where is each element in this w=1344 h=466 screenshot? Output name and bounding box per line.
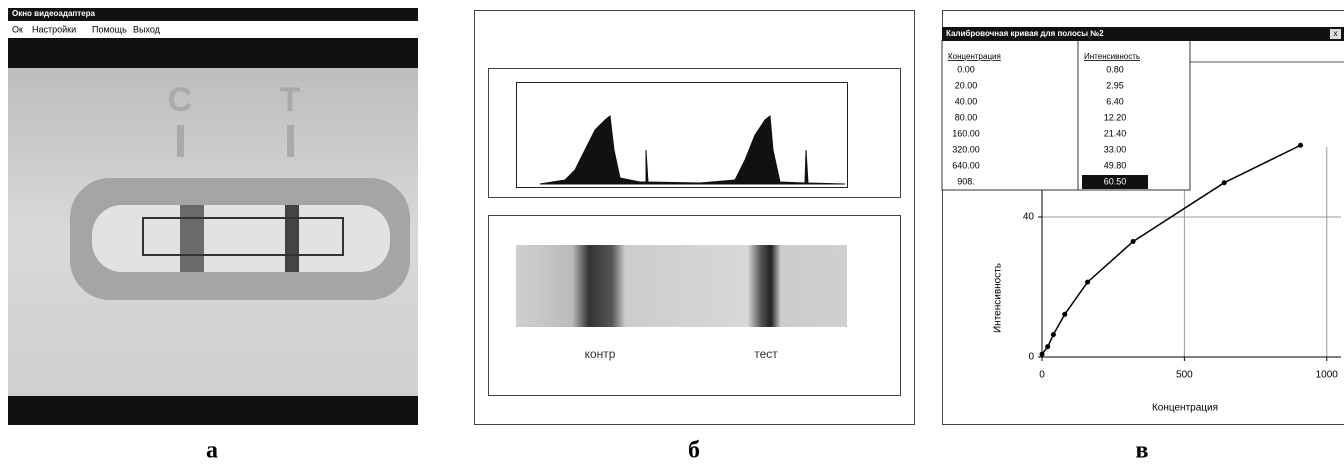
table-cell: 320.00 — [952, 144, 980, 154]
table-cell: 640.00 — [952, 160, 980, 170]
table-cell: 160.00 — [952, 128, 980, 138]
column-header: Концентрация — [948, 52, 1001, 61]
peak-label: тест — [754, 347, 778, 361]
window-title: Калибровочная кривая для полосы №2 — [946, 29, 1104, 38]
y-tick-label: 0 — [1028, 352, 1034, 363]
table-cell: 2.95 — [1106, 80, 1124, 90]
window-title: Окно видеоадаптера — [12, 9, 95, 18]
panel-letter: а — [206, 438, 218, 464]
data-point — [1039, 351, 1045, 357]
table-cell: 12.20 — [1104, 112, 1127, 122]
table-cell: 80.00 — [955, 112, 978, 122]
strip-image — [516, 245, 847, 327]
density-profile — [539, 115, 846, 185]
data-point — [1045, 344, 1051, 350]
test-band — [285, 205, 299, 272]
menu-item[interactable]: Выход — [133, 24, 161, 34]
calibration-window: Калибровочная кривая для полосы №2 x Кон… — [941, 27, 1344, 191]
table-cell: 60.50 — [1104, 176, 1127, 186]
strip-label: C — [168, 81, 193, 119]
mark — [287, 125, 294, 157]
selected-cell — [1082, 175, 1148, 189]
table-cell: 20.00 — [955, 80, 978, 90]
strip-box — [488, 215, 901, 396]
x-tick-label: 500 — [1176, 370, 1193, 381]
panel-letter: в — [1136, 438, 1149, 464]
menu-item[interactable]: Помощь — [92, 24, 127, 34]
profile-box — [488, 68, 901, 198]
data-point — [1085, 279, 1091, 285]
panel-border — [474, 10, 915, 425]
column-header: Интенсивность — [1084, 52, 1140, 61]
title-bar — [942, 27, 1344, 41]
panel-b: контр тест б — [474, 10, 915, 464]
result-window — [92, 205, 390, 272]
mark — [177, 125, 184, 157]
menu-bar — [8, 21, 418, 38]
data-point — [1130, 239, 1136, 244]
panel-c: Концентрация Интенсивность 0 500 1000 0 40 К… — [941, 10, 1344, 464]
peak-label: контр — [585, 347, 616, 361]
panel-letter: б — [688, 438, 700, 464]
panel-a: Окно видеоадаптера Ок Настройки Помощь В… — [8, 8, 418, 464]
table-cell: 6.40 — [1106, 96, 1124, 106]
data-point — [1221, 180, 1227, 186]
menu-item[interactable]: Ок — [12, 24, 23, 34]
data-point — [1298, 142, 1304, 148]
calibration-chart: Концентрация Интенсивность 0 500 1000 0 40 — [993, 142, 1341, 414]
x-tick-label: 0 — [1039, 370, 1045, 381]
y-tick-label: 40 — [1023, 212, 1035, 223]
table-cell: 0.80 — [1106, 64, 1124, 74]
table-cell: 21.40 — [1104, 128, 1127, 138]
table-cell: 0.00 — [957, 64, 975, 74]
table-cell: 40.00 — [955, 96, 978, 106]
close-button[interactable] — [1330, 29, 1341, 39]
table-cell: 908. — [957, 176, 975, 186]
data-point — [1050, 332, 1056, 338]
close-label[interactable]: x — [1334, 29, 1338, 38]
control-band — [180, 205, 204, 272]
menu-item[interactable]: Настройки — [32, 24, 76, 34]
roi-frame — [142, 217, 344, 256]
table-cell: 49.80 — [1104, 160, 1127, 170]
strip-label: T — [280, 81, 301, 119]
x-axis-label: Концентрация — [1152, 403, 1218, 414]
data-point — [1062, 311, 1068, 317]
y-axis-label: Интенсивность — [993, 263, 1004, 333]
x-tick-label: 1000 — [1316, 370, 1339, 381]
profile-area — [516, 82, 848, 188]
table-cell: 33.00 — [1104, 144, 1127, 154]
table-panel — [941, 39, 1191, 191]
